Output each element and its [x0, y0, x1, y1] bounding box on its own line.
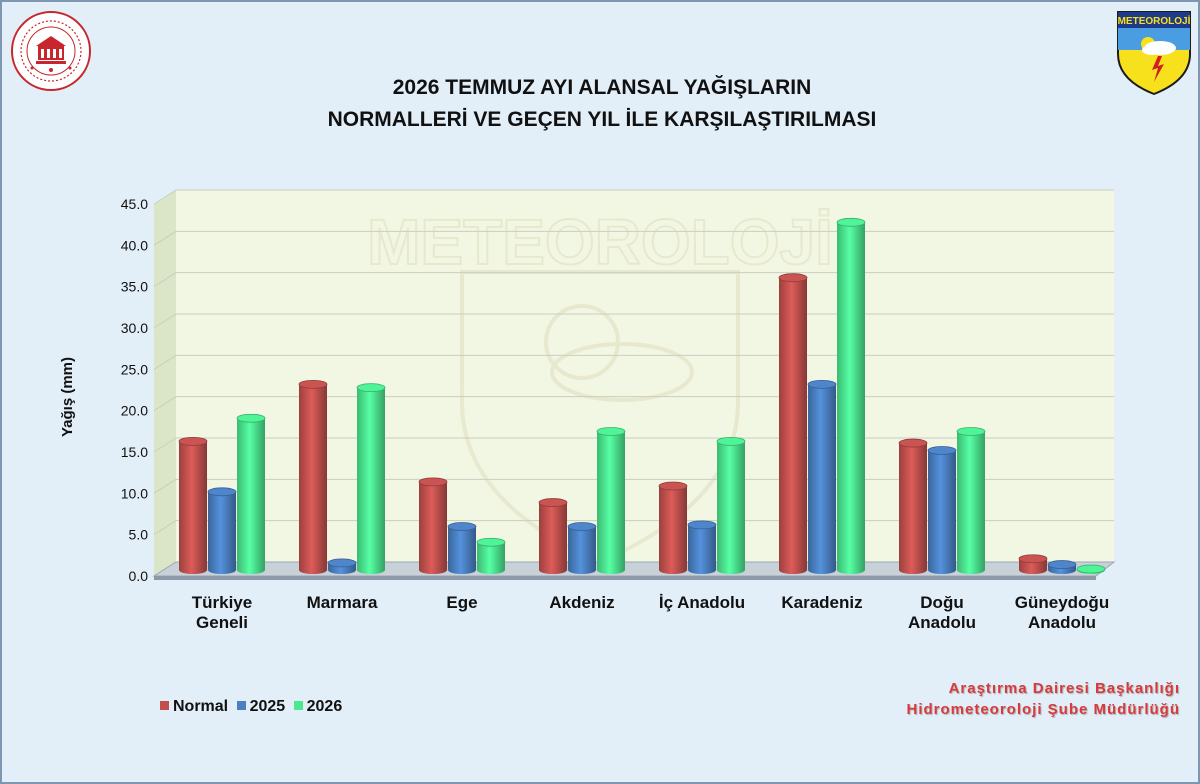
x-category-label: Doğu Anadolu: [908, 593, 976, 632]
legend-label-normal: Normal: [173, 698, 229, 715]
y-tick-label: 45.0: [121, 196, 148, 212]
legend: Normal 2025 2026: [160, 698, 346, 716]
legend-item-2026: 2026: [293, 698, 343, 716]
y-tick-label: 15.0: [121, 444, 148, 460]
bar-2026-4: [716, 436, 746, 574]
y-axis-label: Yağış (mm): [59, 357, 76, 437]
y-tick-label: 30.0: [121, 320, 148, 336]
gridline: [153, 272, 1114, 288]
watermark-text: METEOROLOJİ: [367, 206, 833, 278]
meteoroloji-logo-text: METEOROLOJİ: [1118, 14, 1191, 27]
credit-line-1: Araştırma Dairesi Başkanlığı: [948, 680, 1180, 697]
bar-2025-2: [447, 522, 477, 574]
bar-normal-3: [538, 498, 568, 574]
bar-2026-0: [236, 413, 266, 574]
bar-2026-5: [836, 217, 866, 574]
gridline: [153, 189, 1114, 205]
y-tick-label: 40.0: [121, 237, 148, 253]
bar-2025-4: [687, 520, 717, 574]
y-tick-label: 5.0: [129, 527, 149, 543]
y-tick-label: 0.0: [129, 568, 149, 584]
gridline: [153, 230, 1114, 246]
bar-2026-7: [1076, 564, 1106, 574]
legend-swatch-2026: [293, 701, 303, 710]
x-category-label: Akdeniz: [549, 593, 614, 612]
bar-2025-3: [567, 522, 597, 574]
legend-item-normal: Normal: [160, 698, 228, 716]
bar-2026-6: [956, 427, 986, 574]
plot-side-wall: [154, 190, 176, 576]
bar-2025-5: [807, 379, 837, 574]
y-tick-label: 35.0: [121, 279, 148, 295]
legend-label-2025: 2025: [249, 698, 286, 715]
bar-normal-4: [658, 481, 688, 574]
bar-2026-1: [356, 383, 386, 574]
x-category-label: İç Anadolu: [659, 593, 745, 612]
bar-2026-3: [596, 427, 626, 574]
meteoroloji-logo: METEOROLOJİ: [1117, 11, 1191, 96]
x-category-label: Karadeniz: [781, 593, 862, 612]
chart-title-line-1: 2026 TEMMUZ AYI ALANSAL YAĞIŞLARIN: [392, 76, 812, 99]
x-category-label: Ege: [446, 593, 477, 612]
y-tick-label: 25.0: [121, 361, 148, 377]
bar-normal-6: [898, 438, 928, 574]
y-tick-label: 20.0: [121, 403, 148, 419]
bar-normal-1: [298, 379, 328, 574]
bar-2025-1: [327, 558, 357, 574]
ministry-seal-logo: [11, 11, 91, 91]
legend-item-2025: 2025: [236, 698, 286, 716]
credit-line-2: Hidrometeoroloji Şube Müdürlüğü: [906, 701, 1180, 718]
y-axis-tick-labels: 0.0 5.0 10.0 15.0 20.0 25.0 30.0 35.0 40.0 45.0: [121, 196, 148, 584]
legend-label-2026: 2026: [306, 698, 343, 715]
chart-title-line-2: NORMALLERİ VE GEÇEN YIL İLE KARŞILAŞTIRI…: [327, 108, 877, 131]
bars: [178, 217, 1106, 574]
chart-floor: [152, 561, 1116, 580]
bar-2026-2: [476, 537, 506, 574]
bar-normal-5: [778, 273, 808, 574]
bar-2025-0: [207, 487, 237, 574]
bar-normal-7: [1018, 554, 1048, 574]
bar-normal-0: [178, 436, 208, 574]
y-tick-label: 10.0: [121, 485, 148, 501]
bar-normal-2: [418, 477, 448, 574]
credit-block: Araştırma Dairesi Başkanlığı Hidrometeor…: [802, 678, 1180, 720]
bar-2025-7: [1047, 560, 1077, 574]
x-axis-category-labels: Türkiye Geneli Marmara Ege Akdeniz İç Anadolu…: [192, 593, 1109, 632]
x-category-label: Güneydoğu Anadolu: [1015, 593, 1109, 632]
bar-2025-6: [927, 446, 957, 574]
plot-area: [154, 190, 1114, 576]
x-category-label: Marmara: [307, 593, 378, 612]
chart-title: 2026 TEMMUZ AYI ALANSAL YAĞIŞLARIN NORMA…: [252, 72, 952, 136]
x-category-label: Türkiye Geneli: [192, 593, 252, 632]
legend-swatch-normal: [160, 701, 169, 710]
floor-edge: [154, 576, 1096, 580]
legend-swatch-2025: [236, 701, 246, 710]
plot-back-wall: [176, 190, 1114, 562]
